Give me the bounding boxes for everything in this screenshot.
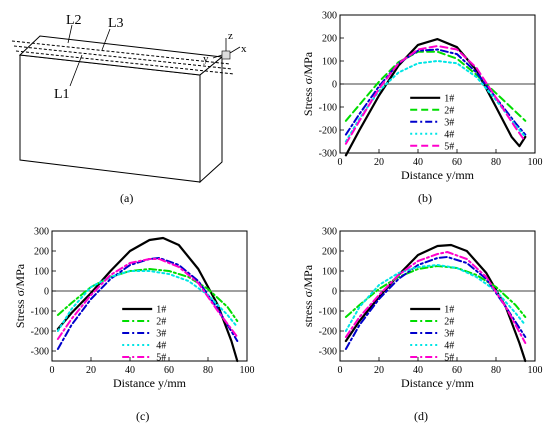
x-tick-label: 100 — [528, 365, 543, 376]
legend-label: 2# — [444, 317, 454, 328]
y-tick-label: 200 — [322, 247, 337, 258]
y-tick-label: 300 — [322, 11, 337, 22]
x-tick-label: 40 — [125, 365, 135, 376]
y-tick-label: -200 — [319, 126, 337, 137]
series-line-1 — [344, 243, 527, 363]
x-tick-label: 60 — [452, 365, 462, 376]
x-tick-label: 80 — [203, 365, 213, 376]
panel-label-c: (c) — [136, 409, 149, 423]
legend-label: 4# — [444, 129, 454, 140]
y-tick-label: 200 — [322, 34, 337, 45]
x-tick-label: 0 — [338, 365, 343, 376]
measure-line-l3 — [13, 45, 233, 70]
legend-label: 5# — [444, 141, 454, 152]
axis-x-label: x — [241, 43, 247, 55]
x-tick-label: 20 — [86, 365, 96, 376]
leader-l3 — [101, 28, 111, 51]
axis-x-arrow — [229, 46, 241, 54]
x-tick-label: 80 — [491, 157, 501, 168]
y-tick-label: -100 — [319, 103, 337, 114]
x-axis-label: Distance y/mm — [113, 376, 187, 390]
legend-label: 2# — [444, 105, 454, 116]
legend-label: 2# — [156, 317, 166, 328]
x-tick-label: 40 — [413, 365, 423, 376]
x-tick-label: 60 — [164, 365, 174, 376]
coordinate-axes: z y x — [203, 30, 247, 65]
series-line-5 — [344, 251, 527, 344]
x-tick-label: 40 — [413, 157, 423, 168]
y-tick-label: -200 — [319, 327, 337, 338]
label-l1: L1 — [54, 87, 70, 102]
series-line-4 — [56, 270, 239, 332]
series-line-4 — [344, 264, 527, 332]
axis-y-arrow — [212, 54, 223, 59]
x-tick-label: 80 — [491, 365, 501, 376]
y-tick-label: 200 — [34, 247, 49, 258]
y-axis-label: stress σ/MPa — [301, 264, 315, 327]
y-tick-label: -100 — [319, 307, 337, 318]
x-axis-label: Distance y/mm — [401, 376, 475, 390]
chart-panel-d: 0 20 40 60 80 100 -300 -200 -100 0 100 200 300 Distan… — [301, 227, 543, 391]
x-tick-label: 0 — [50, 365, 55, 376]
series-line-2 — [344, 50, 527, 122]
series-line-5 — [344, 45, 527, 145]
slab-diagram: L2 L3 L1 z y x (a) — [11, 13, 247, 205]
y-tick-label: 0 — [332, 287, 337, 298]
x-axis-label: Distance y/mm — [401, 168, 475, 182]
legend-label: 4# — [444, 341, 454, 352]
series-line-5 — [56, 258, 239, 340]
slab-side-face — [199, 55, 223, 184]
y-tick-label: 100 — [322, 57, 337, 68]
y-tick-label: -300 — [319, 149, 337, 160]
y-tick-label: -300 — [319, 347, 337, 358]
leader-l2 — [67, 24, 73, 44]
legend-label: 3# — [156, 329, 166, 340]
label-l3: L3 — [108, 16, 124, 31]
y-tick-label: 0 — [332, 80, 337, 91]
series-line-1 — [344, 38, 527, 157]
legend-label: 1# — [156, 305, 166, 316]
series-line-2 — [56, 268, 239, 322]
plot-frame — [339, 230, 536, 362]
x-tick-label: 20 — [374, 157, 384, 168]
x-tick-label: 0 — [338, 157, 343, 168]
measure-line-l1 — [15, 50, 235, 75]
y-axis-label: Stress σ/MPa — [301, 51, 315, 116]
legend-label: 1# — [444, 305, 454, 316]
y-tick-label: 100 — [322, 267, 337, 278]
y-tick-label: 0 — [44, 287, 49, 298]
axis-y-label: y — [203, 53, 209, 65]
panel-label-b: (b) — [418, 191, 432, 205]
y-tick-label: -100 — [31, 307, 49, 318]
x-tick-label: 100 — [528, 157, 543, 168]
legend-label: 3# — [444, 329, 454, 340]
leader-l1 — [69, 54, 83, 87]
label-l2: L2 — [66, 13, 82, 28]
panel-label-a: (a) — [120, 191, 133, 205]
slab-front-face — [19, 54, 201, 183]
plot-frame — [51, 230, 248, 362]
y-tick-label: 100 — [34, 267, 49, 278]
y-tick-label: 300 — [322, 227, 337, 238]
y-tick-label: -300 — [31, 347, 49, 358]
axis-z-label: z — [228, 30, 233, 42]
legend-label: 5# — [444, 353, 454, 364]
chart-panel-b: 0 20 40 60 80 100 -300 -200 -100 0 100 200 300 Distan… — [301, 11, 543, 183]
y-tick-label: -200 — [31, 327, 49, 338]
x-tick-label: 100 — [240, 365, 255, 376]
legend-label: 5# — [156, 353, 166, 364]
panel-label-d: (d) — [414, 409, 428, 423]
legend-label: 4# — [156, 341, 166, 352]
x-tick-label: 20 — [374, 365, 384, 376]
x-tick-label: 60 — [452, 157, 462, 168]
measure-line-l2 — [11, 40, 231, 65]
y-tick-label: 300 — [34, 227, 49, 238]
chart-panel-c: 0 20 40 60 80 100 -300 -200 -100 0 100 200 300 Distan… — [13, 227, 255, 391]
legend-label: 3# — [444, 117, 454, 128]
y-axis-label: Stress σ/MPa — [13, 263, 27, 328]
axis-origin-cube — [221, 50, 231, 60]
legend-label: 1# — [444, 93, 454, 104]
